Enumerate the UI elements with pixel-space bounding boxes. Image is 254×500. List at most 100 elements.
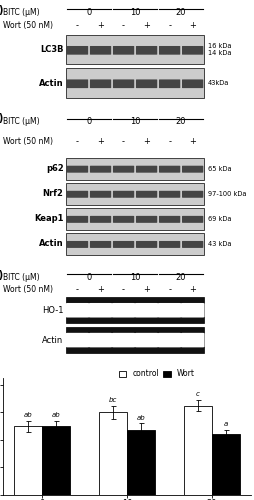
Text: +: + bbox=[189, 21, 196, 30]
Text: Wort (50 nM): Wort (50 nM) bbox=[3, 136, 53, 145]
FancyBboxPatch shape bbox=[113, 216, 134, 223]
FancyBboxPatch shape bbox=[158, 303, 182, 318]
Text: (B): (B) bbox=[0, 112, 4, 122]
Text: ab: ab bbox=[137, 414, 145, 420]
FancyBboxPatch shape bbox=[113, 80, 134, 88]
FancyBboxPatch shape bbox=[90, 166, 111, 172]
FancyBboxPatch shape bbox=[90, 216, 111, 223]
FancyBboxPatch shape bbox=[136, 46, 157, 54]
FancyBboxPatch shape bbox=[182, 216, 203, 223]
FancyBboxPatch shape bbox=[112, 303, 135, 318]
Bar bbox=[66, 68, 204, 98]
FancyBboxPatch shape bbox=[135, 303, 158, 318]
Bar bbox=[184, 406, 212, 495]
Text: +: + bbox=[189, 284, 196, 294]
Text: Actin: Actin bbox=[39, 78, 64, 88]
FancyBboxPatch shape bbox=[136, 166, 157, 172]
FancyBboxPatch shape bbox=[89, 333, 113, 347]
Bar bbox=[66, 327, 204, 353]
FancyBboxPatch shape bbox=[181, 303, 204, 318]
Text: 20: 20 bbox=[176, 273, 186, 282]
FancyBboxPatch shape bbox=[89, 303, 113, 318]
Text: -: - bbox=[122, 284, 125, 294]
Text: -: - bbox=[122, 136, 125, 145]
Text: 0: 0 bbox=[86, 273, 92, 282]
Bar bbox=[212, 434, 240, 495]
Text: Wort (50 nM): Wort (50 nM) bbox=[3, 284, 53, 294]
Bar bbox=[42, 426, 70, 495]
Text: 97-100 kDa: 97-100 kDa bbox=[208, 191, 246, 197]
Bar bbox=[66, 182, 204, 205]
Text: ab: ab bbox=[24, 412, 32, 418]
FancyBboxPatch shape bbox=[113, 191, 134, 198]
FancyBboxPatch shape bbox=[90, 191, 111, 198]
Text: 16 kDa: 16 kDa bbox=[208, 44, 231, 50]
FancyBboxPatch shape bbox=[159, 46, 180, 54]
Text: +: + bbox=[189, 136, 196, 145]
Text: 43kDa: 43kDa bbox=[208, 80, 229, 86]
FancyBboxPatch shape bbox=[182, 241, 203, 248]
FancyBboxPatch shape bbox=[182, 46, 203, 54]
FancyBboxPatch shape bbox=[67, 191, 88, 198]
Text: 20: 20 bbox=[176, 117, 186, 126]
FancyBboxPatch shape bbox=[66, 303, 89, 318]
Text: a: a bbox=[224, 421, 228, 427]
Text: 0: 0 bbox=[86, 117, 92, 126]
Text: Actin: Actin bbox=[39, 240, 64, 248]
Text: 69 kDa: 69 kDa bbox=[208, 216, 231, 222]
Bar bbox=[66, 158, 204, 180]
Text: ab: ab bbox=[52, 412, 60, 418]
FancyBboxPatch shape bbox=[159, 241, 180, 248]
Text: -: - bbox=[76, 136, 79, 145]
FancyBboxPatch shape bbox=[159, 166, 180, 172]
FancyBboxPatch shape bbox=[136, 241, 157, 248]
Text: p62: p62 bbox=[46, 164, 64, 173]
Text: +: + bbox=[97, 284, 104, 294]
FancyBboxPatch shape bbox=[182, 80, 203, 88]
Text: +: + bbox=[143, 284, 150, 294]
FancyBboxPatch shape bbox=[90, 46, 111, 54]
Bar bbox=[99, 412, 127, 495]
Bar bbox=[66, 35, 204, 64]
Text: -: - bbox=[76, 21, 79, 30]
Text: 10: 10 bbox=[130, 8, 140, 17]
Text: -: - bbox=[168, 284, 171, 294]
Text: +: + bbox=[143, 21, 150, 30]
Text: BITC (μM): BITC (μM) bbox=[3, 117, 39, 126]
FancyBboxPatch shape bbox=[182, 191, 203, 198]
FancyBboxPatch shape bbox=[90, 80, 111, 88]
Text: 10: 10 bbox=[130, 117, 140, 126]
FancyBboxPatch shape bbox=[67, 216, 88, 223]
Text: 20: 20 bbox=[176, 8, 186, 17]
FancyBboxPatch shape bbox=[158, 333, 182, 347]
FancyBboxPatch shape bbox=[136, 80, 157, 88]
FancyBboxPatch shape bbox=[67, 80, 88, 88]
Legend: control, Wort: control, Wort bbox=[117, 368, 196, 380]
Text: Nrf2: Nrf2 bbox=[43, 190, 64, 198]
FancyBboxPatch shape bbox=[182, 166, 203, 172]
FancyBboxPatch shape bbox=[67, 46, 88, 54]
Text: bc: bc bbox=[109, 397, 117, 403]
Bar bbox=[66, 233, 204, 255]
Text: -: - bbox=[122, 21, 125, 30]
Text: HO-1: HO-1 bbox=[42, 306, 64, 315]
FancyBboxPatch shape bbox=[159, 191, 180, 198]
Text: (A): (A) bbox=[0, 5, 4, 15]
Text: Actin: Actin bbox=[42, 336, 64, 344]
Text: +: + bbox=[143, 136, 150, 145]
FancyBboxPatch shape bbox=[112, 333, 135, 347]
Text: 43 kDa: 43 kDa bbox=[208, 241, 231, 247]
FancyBboxPatch shape bbox=[90, 241, 111, 248]
Text: LC3B: LC3B bbox=[40, 45, 64, 54]
FancyBboxPatch shape bbox=[113, 166, 134, 172]
Text: BITC (μM): BITC (μM) bbox=[3, 8, 39, 17]
Bar bbox=[14, 426, 42, 495]
Text: -: - bbox=[76, 284, 79, 294]
Bar bbox=[66, 297, 204, 324]
Text: -: - bbox=[168, 136, 171, 145]
Bar bbox=[127, 430, 155, 495]
FancyBboxPatch shape bbox=[67, 166, 88, 172]
FancyBboxPatch shape bbox=[181, 333, 204, 347]
Text: +: + bbox=[97, 136, 104, 145]
Text: c: c bbox=[196, 392, 200, 398]
